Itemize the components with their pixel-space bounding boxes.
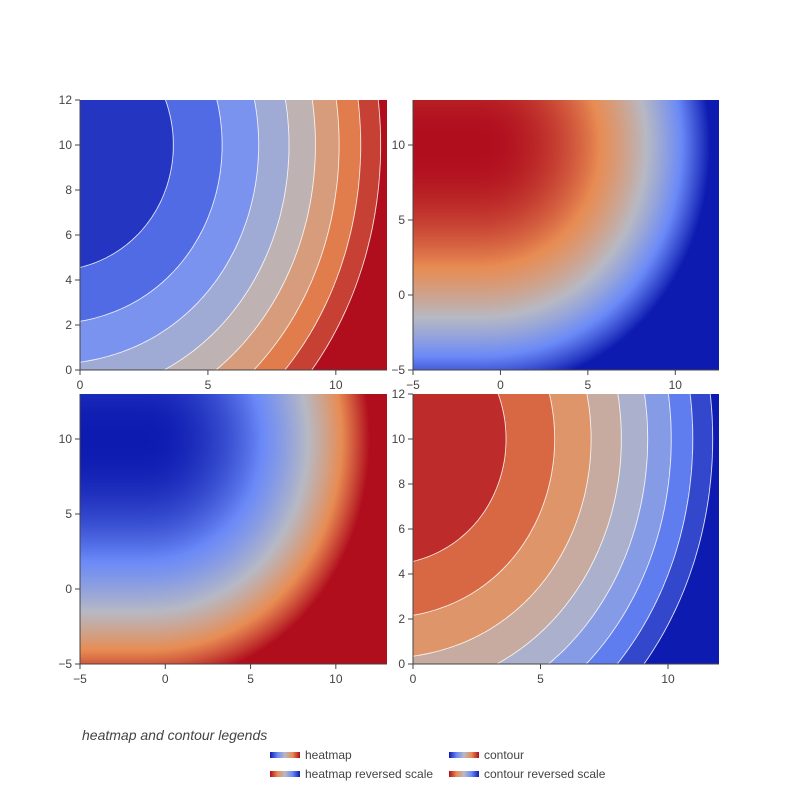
y-tick-label: 0 xyxy=(65,363,72,377)
y-tick-label: 0 xyxy=(398,657,405,671)
legend-item[interactable]: contour xyxy=(449,748,524,762)
legend-swatch xyxy=(270,752,300,758)
contour-line xyxy=(548,394,649,664)
y-tick-label: −5 xyxy=(58,657,72,671)
y-tick-label: 0 xyxy=(65,582,72,596)
y-tick-label: 10 xyxy=(59,432,73,446)
contour-surface-top-left xyxy=(80,100,387,370)
x-tick-label: 10 xyxy=(329,378,343,392)
y-tick-label: −5 xyxy=(391,363,405,377)
contour-line xyxy=(311,100,382,370)
y-tick-label: 12 xyxy=(392,387,406,401)
y-tick-label: 5 xyxy=(398,213,405,227)
contour-line xyxy=(616,394,694,664)
x-tick-label: 0 xyxy=(410,672,417,686)
contour-line xyxy=(163,100,290,370)
contour-line xyxy=(413,394,592,657)
legend: heatmap and contour legends heatmap conto… xyxy=(82,727,606,781)
x-tick-label: −5 xyxy=(406,378,420,392)
contour-line xyxy=(80,100,223,322)
y-tick-label: 6 xyxy=(65,228,72,242)
x-tick-label: 0 xyxy=(77,378,84,392)
contour-line xyxy=(80,100,174,268)
y-tick-label: 10 xyxy=(59,138,73,152)
contour-line xyxy=(284,100,362,370)
y-tick-label: 5 xyxy=(65,507,72,521)
x-tick-label: 5 xyxy=(205,378,212,392)
x-tick-label: 5 xyxy=(537,672,544,686)
contour-line xyxy=(80,100,260,363)
y-tick-label: 2 xyxy=(398,612,405,626)
x-tick-label: 5 xyxy=(247,672,254,686)
contour-surface-bottom-right xyxy=(413,394,719,664)
legend-item[interactable]: heatmap xyxy=(270,748,352,762)
legend-swatch xyxy=(270,771,300,777)
y-tick-label: 4 xyxy=(65,273,72,287)
y-tick-label: 10 xyxy=(392,138,406,152)
y-tick-label: 10 xyxy=(392,432,406,446)
y-tick-label: 6 xyxy=(398,522,405,536)
legend-item[interactable]: contour reversed scale xyxy=(449,767,606,781)
heatmap-surface-bottom-left xyxy=(80,394,387,664)
legend-swatch xyxy=(449,752,479,758)
contour-line xyxy=(413,394,507,562)
x-tick-label: 5 xyxy=(585,378,592,392)
subplot-top-right: −5 0 5 10 −5 0 5 10 xyxy=(391,100,719,392)
legend-items: heatmap contour heatmap reversed scale cont… xyxy=(270,748,606,781)
y-tick-label: 8 xyxy=(398,477,405,491)
contour-lines-top-left xyxy=(80,100,382,370)
x-tick-label: −5 xyxy=(73,672,87,686)
contour-line xyxy=(215,100,316,370)
y-tick-label: 4 xyxy=(398,567,405,581)
legend-label: heatmap xyxy=(305,748,352,762)
legend-label: contour reversed scale xyxy=(484,767,606,781)
y-tick-label: 2 xyxy=(65,318,72,332)
legend-swatch xyxy=(449,771,479,777)
y-tick-label: 8 xyxy=(65,183,72,197)
legend-label: heatmap reversed scale xyxy=(305,767,433,781)
legend-title: heatmap and contour legends xyxy=(82,727,267,743)
contour-lines-bottom-right xyxy=(413,394,714,664)
x-tick-label: 10 xyxy=(669,378,683,392)
y-tick-label: 0 xyxy=(398,288,405,302)
subplot-bottom-right: 0 5 10 0 2 4 6 8 10 12 xyxy=(392,387,719,686)
x-tick-label: 0 xyxy=(497,378,504,392)
x-tick-label: 0 xyxy=(162,672,169,686)
contour-line xyxy=(496,394,622,664)
x-tick-label: 10 xyxy=(329,672,343,686)
contour-line xyxy=(643,394,714,664)
y-tick-label: 12 xyxy=(59,93,73,107)
heatmap-surface-top-right xyxy=(413,100,719,370)
subplot-bottom-left: −5 0 5 10 −5 0 5 10 xyxy=(58,394,387,686)
contour-line xyxy=(413,394,556,616)
legend-label: contour xyxy=(484,748,524,762)
x-tick-label: 10 xyxy=(661,672,675,686)
legend-item[interactable]: heatmap reversed scale xyxy=(270,767,433,781)
subplot-top-left: 0 5 10 0 2 4 6 8 10 12 xyxy=(59,93,387,392)
